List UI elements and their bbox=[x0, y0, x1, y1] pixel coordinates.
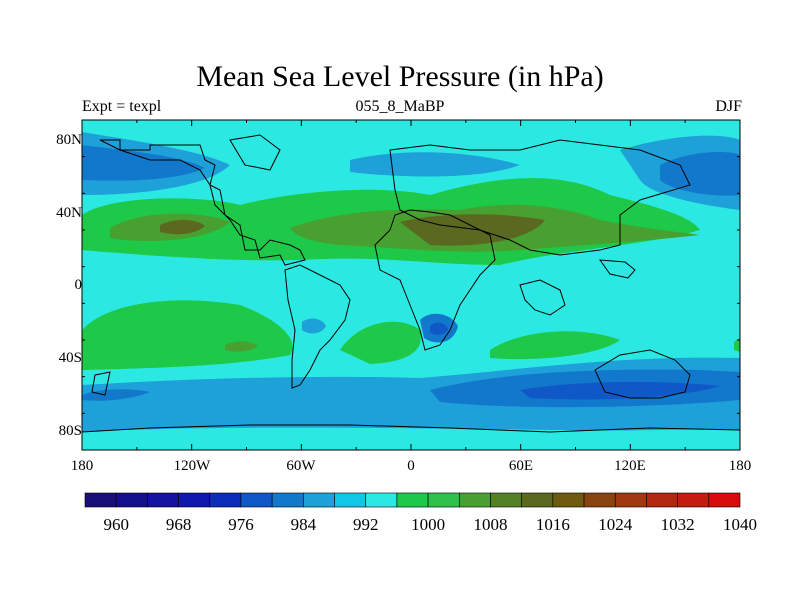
colorbar-swatch bbox=[458, 492, 491, 508]
colorbar-swatch bbox=[521, 492, 554, 508]
colorbar-swatch bbox=[84, 492, 117, 508]
aleutian-low bbox=[82, 145, 205, 181]
eurasia-outline bbox=[389, 139, 691, 256]
experiment-label: Expt = texpl bbox=[82, 98, 162, 115]
greenland-outline bbox=[229, 134, 281, 171]
pacific-east-low bbox=[660, 152, 740, 196]
colorbar-tick-label: 984 bbox=[290, 515, 317, 534]
south-pacific-high-core bbox=[225, 341, 258, 352]
lat-label-40s: 40S bbox=[58, 350, 82, 366]
colorbar-swatch bbox=[178, 492, 211, 508]
south-pacific-high bbox=[82, 300, 293, 370]
india-outline bbox=[519, 279, 566, 316]
southeast-asia-outline bbox=[598, 259, 636, 279]
south-atlantic-high bbox=[340, 321, 421, 364]
antarctic-rim bbox=[82, 427, 740, 450]
colorbar-swatch bbox=[271, 492, 304, 508]
colorbar-tick-label: 992 bbox=[352, 515, 379, 534]
colorbar-swatch bbox=[708, 492, 741, 508]
map-title: Mean Sea Level Pressure (in hPa) bbox=[196, 60, 604, 93]
colorbar-swatch bbox=[303, 492, 335, 508]
lon-label-120w: 120W bbox=[173, 458, 211, 474]
island-outline bbox=[91, 371, 111, 396]
pacific-high-core bbox=[160, 219, 205, 235]
north-cap bbox=[82, 120, 740, 155]
lon-label-60w: 60W bbox=[286, 458, 316, 474]
lat-label-eq: 0 bbox=[74, 277, 83, 293]
pressure-field bbox=[82, 120, 740, 450]
lon-label-60e: 60E bbox=[508, 458, 534, 474]
colorbar-tick-label: 1000 bbox=[411, 515, 446, 534]
colorbar-swatch bbox=[240, 492, 273, 508]
indian-ocean-high bbox=[490, 331, 620, 360]
season-label: DJF bbox=[715, 98, 742, 115]
lat-label-80n: 80N bbox=[56, 132, 82, 148]
southwest-low bbox=[82, 389, 150, 401]
colorbar-tick-label: 1024 bbox=[598, 515, 633, 534]
colorbar-tick-label: 1008 bbox=[473, 515, 508, 534]
axis-ticks bbox=[81, 119, 741, 451]
colorbar-swatch bbox=[147, 492, 179, 508]
colorbar bbox=[84, 492, 741, 508]
colorbar-swatch bbox=[614, 492, 647, 508]
colorbar-tick-label: 960 bbox=[103, 515, 129, 534]
lon-label-120e: 120E bbox=[614, 458, 646, 474]
colorbar-tick-label: 1032 bbox=[660, 515, 695, 534]
lat-label-80s: 80S bbox=[58, 423, 82, 439]
south-american-low bbox=[302, 318, 326, 334]
lon-label-180e: 180 bbox=[728, 458, 752, 474]
colorbar-swatch bbox=[552, 492, 585, 508]
coastlines bbox=[82, 134, 740, 433]
north-america-outline bbox=[99, 139, 306, 266]
colorbar-swatch bbox=[209, 492, 242, 508]
colorbar-swatch bbox=[490, 492, 522, 508]
colorbar-tick-label: 1016 bbox=[535, 515, 570, 534]
run-label: 055_8_MaBP bbox=[355, 98, 445, 115]
colorbar-tick-label: 976 bbox=[228, 515, 254, 534]
australia-outline bbox=[594, 349, 691, 399]
siberian-high-core bbox=[400, 214, 545, 246]
colorbar-swatch bbox=[365, 492, 398, 508]
lat-label-40n: 40N bbox=[56, 205, 82, 221]
south-america-outline bbox=[284, 264, 351, 389]
colorbar-swatch bbox=[583, 492, 616, 508]
africa-outline bbox=[374, 209, 496, 351]
colorbar-swatch bbox=[427, 492, 460, 508]
colorbar-tick-label: 968 bbox=[165, 515, 192, 534]
colorbar-swatch bbox=[677, 492, 710, 508]
colorbar-swatch bbox=[334, 492, 367, 508]
colorbar-swatch bbox=[646, 492, 678, 508]
african-low-core bbox=[430, 322, 448, 335]
lon-label-0: 0 bbox=[407, 458, 415, 474]
antarctica-outline bbox=[82, 424, 740, 433]
east-high-fragment bbox=[734, 338, 740, 352]
colorbar-swatch bbox=[115, 492, 148, 508]
colorbar-tick-label: 1040 bbox=[723, 515, 757, 534]
colorbar-swatch bbox=[396, 492, 429, 508]
lon-label-180w: 180 bbox=[70, 458, 94, 474]
